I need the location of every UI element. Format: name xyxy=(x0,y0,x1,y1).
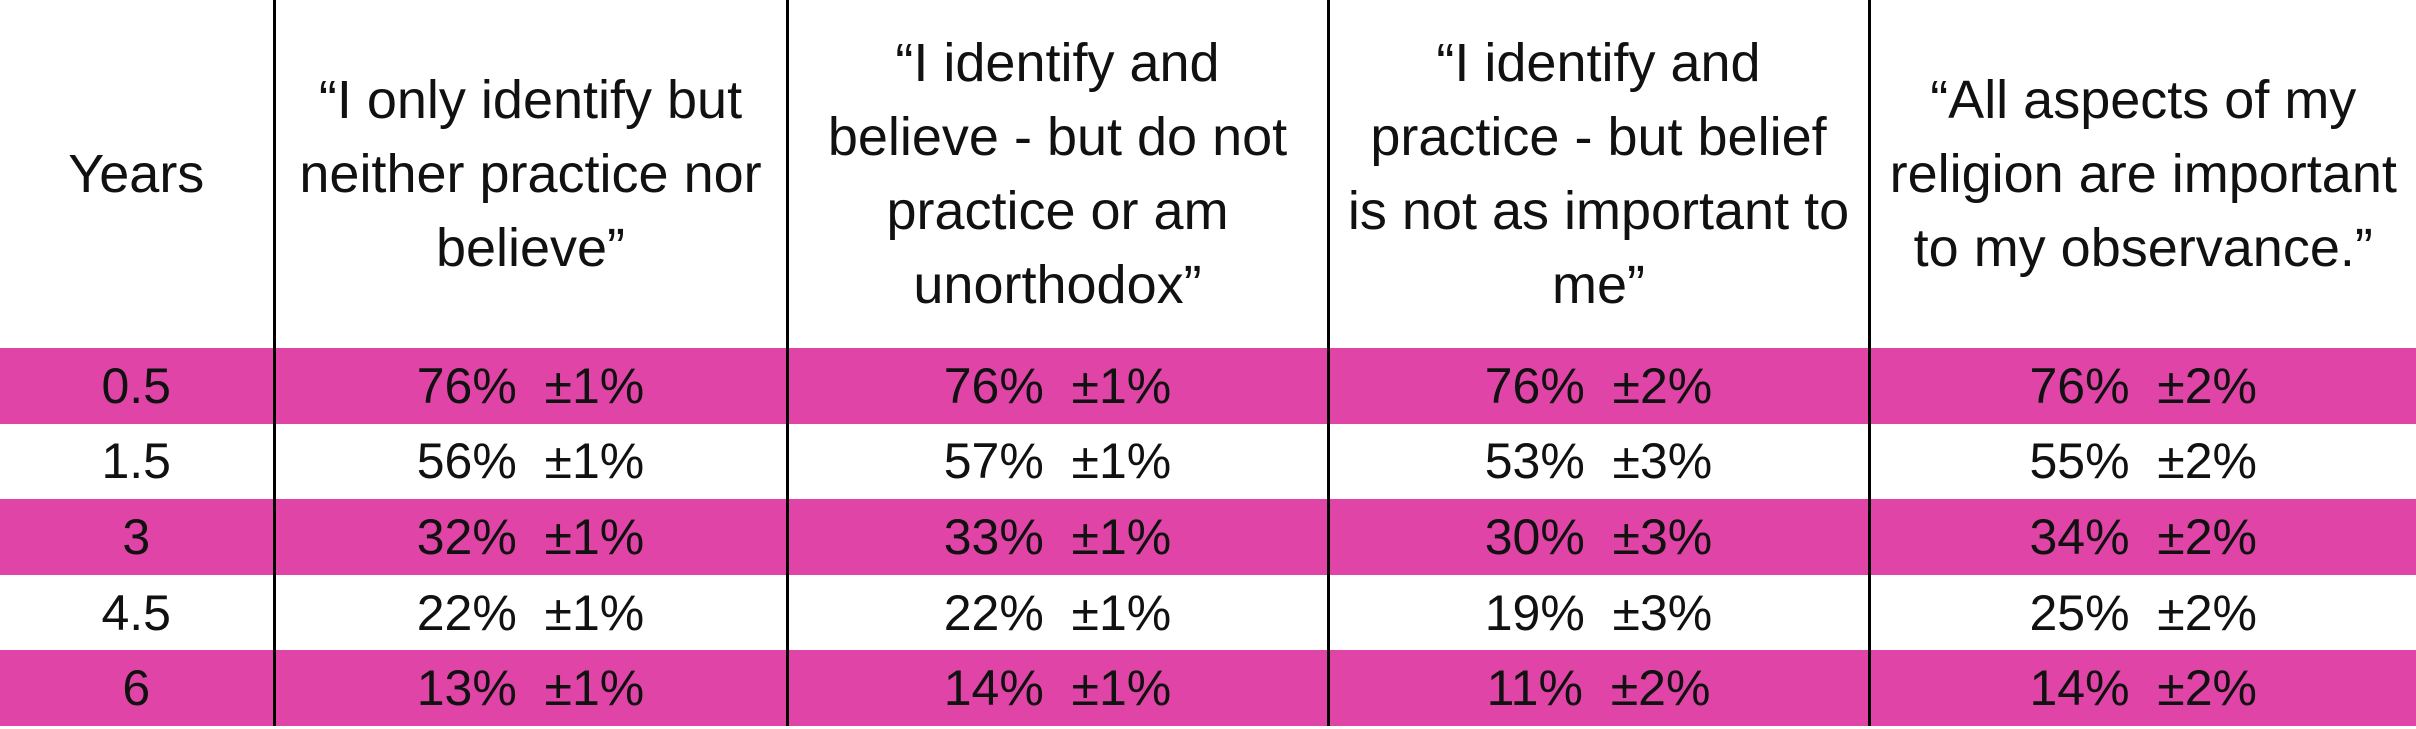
value-cell: 57% ±1% xyxy=(785,423,1328,500)
value-cell: 56% ±1% xyxy=(272,423,787,500)
value-cell: 33% ±1% xyxy=(785,499,1328,575)
value-cell: 76% ±1% xyxy=(785,348,1328,424)
table-row: 0.5 76% ±1% 76% ±1% 76% ±2% 76% ±2% xyxy=(0,348,2416,424)
value-cell: 53% ±3% xyxy=(1326,423,1869,500)
year-cell: 3 xyxy=(0,499,274,575)
table-row: 3 32% ±1% 33% ±1% 30% ±3% 34% ±2% xyxy=(0,499,2416,575)
table-row: 1.5 56% ±1% 57% ±1% 53% ±3% 55% ±2% xyxy=(0,423,2416,500)
value-cell: 76% ±1% xyxy=(272,348,787,424)
year-cell: 0.5 xyxy=(0,348,274,424)
value-cell: 32% ±1% xyxy=(272,499,787,575)
value-cell: 14% ±2% xyxy=(1867,650,2416,726)
header-row: Years “I only identify but neither practi… xyxy=(0,0,2416,348)
value-cell: 13% ±1% xyxy=(272,650,787,726)
value-cell: 14% ±1% xyxy=(785,650,1328,726)
value-cell: 25% ±2% xyxy=(1867,574,2416,651)
table-row: 6 13% ±1% 14% ±1% 11% ±2% 14% ±2% xyxy=(0,650,2416,726)
value-cell: 19% ±3% xyxy=(1326,574,1869,651)
column-header: “I only identify but neither practice no… xyxy=(272,0,787,348)
column-header: “All aspects of my religion are importan… xyxy=(1867,0,2416,348)
year-cell: 4.5 xyxy=(101,584,171,641)
column-header: “I identify and believe - but do not pra… xyxy=(785,0,1328,348)
value-cell: 76% ±2% xyxy=(1867,348,2416,424)
year-cell: 1.5 xyxy=(101,433,171,490)
column-header: “I identify and practice - but belief is… xyxy=(1326,0,1869,348)
table-row: 4.5 22% ±1% 22% ±1% 19% ±3% 25% ±2% xyxy=(0,574,2416,651)
value-cell: 34% ±2% xyxy=(1867,499,2416,575)
value-cell: 22% ±1% xyxy=(785,574,1328,651)
value-cell: 55% ±2% xyxy=(1867,423,2416,500)
value-cell: 11% ±2% xyxy=(1326,650,1869,726)
year-cell: 6 xyxy=(0,650,274,726)
value-cell: 22% ±1% xyxy=(272,574,787,651)
table-body: 0.5 76% ±1% 76% ±1% 76% ±2% 76% ±2% 1.5 56% ±1… xyxy=(0,348,2416,726)
value-cell: 30% ±3% xyxy=(1326,499,1869,575)
value-cell: 76% ±2% xyxy=(1326,348,1869,424)
row-header-label: Years xyxy=(68,144,205,204)
